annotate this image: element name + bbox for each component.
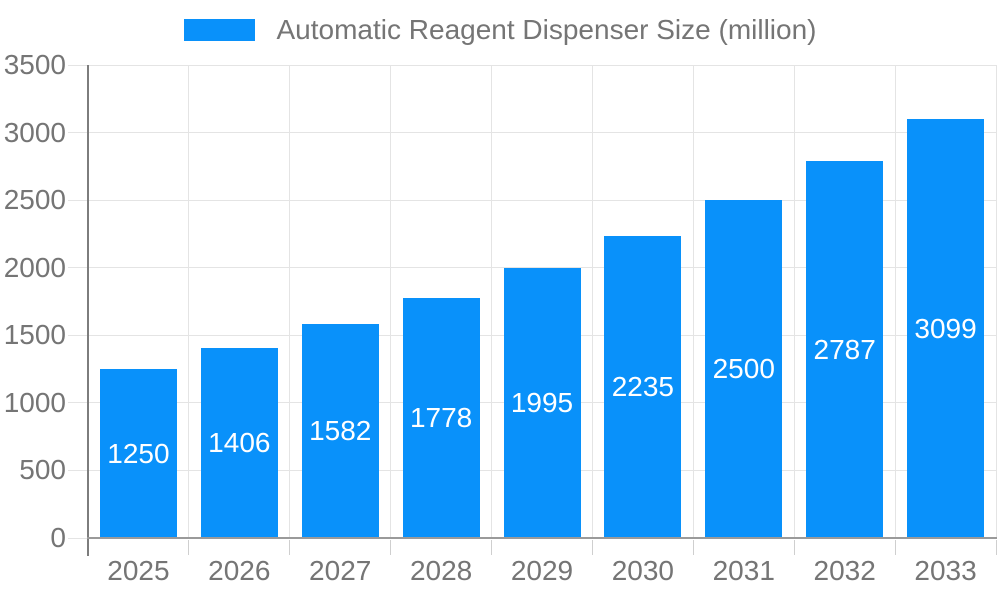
gridline-vertical xyxy=(289,65,291,538)
x-axis-label: 2026 xyxy=(208,555,271,586)
x-axis-tick xyxy=(491,540,493,555)
bar-2025[interactable] xyxy=(99,369,177,538)
bar-value-label: 3099 xyxy=(914,312,977,344)
y-axis-label: 0 xyxy=(50,522,66,553)
gridline-vertical xyxy=(692,65,694,538)
gridline-vertical xyxy=(793,65,795,538)
bar-value-label: 2235 xyxy=(611,370,675,402)
x-axis-line xyxy=(87,537,997,539)
x-axis-tick xyxy=(188,540,190,555)
x-axis-tick xyxy=(894,540,896,555)
gridline-vertical xyxy=(491,65,493,538)
x-axis-label: 2028 xyxy=(409,555,473,586)
gridline-horizontal xyxy=(88,132,996,134)
y-axis-tick xyxy=(68,334,88,336)
x-axis-label: 2032 xyxy=(813,555,876,586)
bar-2027[interactable] xyxy=(301,324,379,538)
x-axis-tick xyxy=(390,540,392,555)
gridline-vertical xyxy=(188,65,190,538)
y-axis-label: 3500 xyxy=(3,49,66,80)
bar-2029[interactable] xyxy=(503,268,581,538)
bar-2033[interactable] xyxy=(907,119,985,538)
y-axis-tick xyxy=(68,64,88,66)
y-axis-tick xyxy=(68,267,88,269)
x-axis-tick xyxy=(289,540,291,555)
bar-2028[interactable] xyxy=(402,297,480,538)
y-axis-label: 2000 xyxy=(3,251,66,283)
gridline-vertical xyxy=(390,65,392,538)
legend: Automatic Reagent Dispenser Size (millio… xyxy=(0,12,1000,48)
bar-value-label: 1406 xyxy=(208,426,271,458)
gridline-horizontal xyxy=(88,64,996,66)
bar-value-label: 1778 xyxy=(409,401,473,433)
x-axis-label: 2033 xyxy=(914,555,977,586)
gridline-horizontal xyxy=(88,199,996,201)
y-axis-label: 500 xyxy=(19,454,66,486)
y-axis-label: 1000 xyxy=(3,386,66,418)
x-axis-tick xyxy=(793,540,795,555)
bar-value-label: 2787 xyxy=(813,333,876,365)
gridline-vertical xyxy=(995,65,997,538)
y-axis-label: 3000 xyxy=(3,116,66,148)
x-axis-label: 2030 xyxy=(611,555,675,586)
y-axis-tick xyxy=(68,132,88,134)
y-axis-tick xyxy=(68,537,88,539)
bar-value-label: 1582 xyxy=(309,415,372,447)
gridline-vertical xyxy=(894,65,896,538)
x-axis-tick xyxy=(591,540,593,555)
y-axis-tick xyxy=(68,402,88,404)
y-axis-tick xyxy=(68,199,88,201)
bar-value-label: 1250 xyxy=(107,437,170,469)
gridline-vertical xyxy=(591,65,593,538)
y-axis-label: 2500 xyxy=(3,184,66,216)
x-axis-label: 2029 xyxy=(510,555,574,586)
bar-2031[interactable] xyxy=(705,200,783,538)
x-axis-tick xyxy=(995,540,997,555)
y-axis-tick xyxy=(68,469,88,471)
x-axis-tick xyxy=(692,540,694,555)
bar-2026[interactable] xyxy=(200,347,278,538)
x-axis-label: 2031 xyxy=(712,555,775,586)
x-axis-label: 2025 xyxy=(107,555,170,586)
gridline-horizontal xyxy=(88,267,996,269)
x-axis-label: 2027 xyxy=(309,555,372,586)
legend-label: Automatic Reagent Dispenser Size (millio… xyxy=(276,14,817,45)
bar-value-label: 2500 xyxy=(712,353,775,385)
y-axis-line xyxy=(87,65,89,556)
bar-2030[interactable] xyxy=(604,235,682,538)
y-axis-label: 1500 xyxy=(3,319,66,351)
legend-swatch xyxy=(183,19,255,41)
bar-2032[interactable] xyxy=(806,161,884,538)
bar-value-label: 1995 xyxy=(510,387,574,419)
